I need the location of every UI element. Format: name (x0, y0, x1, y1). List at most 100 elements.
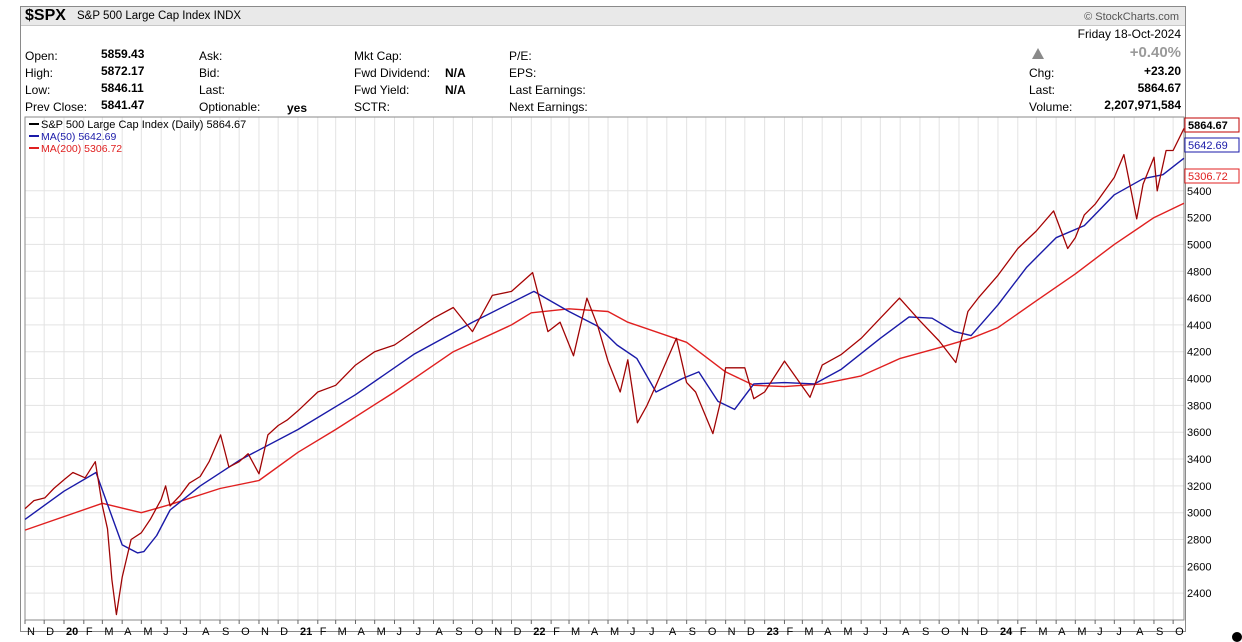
x-tick-label: M (843, 626, 852, 638)
x-tick-label: M (610, 626, 619, 638)
x-tick-label: D (747, 626, 755, 638)
x-tick-label: F (786, 626, 793, 638)
value-tag-ma50 (1184, 137, 1240, 153)
low-value: 5846.11 (101, 81, 144, 95)
x-tick-label: S (922, 626, 929, 638)
y-tick-label: 4400 (1187, 320, 1211, 332)
prev-close-value: 5841.47 (101, 98, 145, 112)
fwd-yield-label: Fwd Yield: (354, 83, 410, 97)
y-tick-label: 4800 (1187, 266, 1211, 278)
quote-date: Friday 18-Oct-2024 (1077, 27, 1181, 41)
x-tick-label: 20 (66, 626, 78, 638)
x-tick-label: F (553, 626, 560, 638)
x-tick-label: M (1038, 626, 1047, 638)
x-tick-label: J (649, 626, 655, 638)
x-tick-label: M (104, 626, 113, 638)
x-tick-label: O (941, 626, 950, 638)
grid (24, 116, 1185, 621)
y-tick-label: 4000 (1187, 374, 1211, 386)
x-tick-label: 21 (300, 626, 312, 638)
x-tick-label: S (455, 626, 462, 638)
last-value: 5864.67 (1137, 81, 1181, 95)
x-tick-label: F (1020, 626, 1027, 638)
low-label: Low: (25, 83, 51, 97)
series-ma200 (24, 202, 1185, 531)
fwd-dividend-value: N/A (445, 66, 466, 80)
x-tick-label: O (474, 626, 483, 638)
x-tick-label: A (1136, 626, 1144, 638)
x-tick-label: D (513, 626, 521, 638)
x-tick-label: J (396, 626, 402, 638)
x-tick-label: N (261, 626, 269, 638)
ask-label: Ask: (199, 49, 223, 63)
value-tag-ma200 (1184, 168, 1240, 184)
x-tick-label: O (241, 626, 250, 638)
x-tick-label: J (863, 626, 869, 638)
x-tick-label: O (1175, 626, 1184, 638)
ticker-symbol: $SPX (25, 7, 66, 24)
chart-title-bar: $SPX S&P 500 Large Cap Index INDX © Stoc… (21, 7, 1185, 26)
sctr-label: SCTR: (354, 100, 390, 114)
market-cap-label: Mkt Cap: (354, 49, 403, 63)
y-tick-label: 3800 (1187, 400, 1211, 412)
x-tick-label: M (804, 626, 813, 638)
x-tick-label: 22 (533, 626, 545, 638)
x-tick-label: J (163, 626, 169, 638)
x-tick-label: J (882, 626, 888, 638)
x-tick-label: D (980, 626, 988, 638)
exchange-label: INDX (213, 10, 242, 22)
value-tag-price (1184, 117, 1240, 133)
x-tick-label: S (1156, 626, 1163, 638)
y-tick-label: 4200 (1187, 347, 1211, 359)
x-tick-label: 23 (767, 626, 779, 638)
x-tick-label: A (202, 626, 210, 638)
series-price-detail (24, 128, 1185, 615)
optionable-value: yes (287, 101, 308, 115)
series-price (24, 128, 1185, 616)
chart-frame: $SPX S&P 500 Large Cap Index INDX © Stoc… (20, 6, 1186, 632)
x-tick-label: D (280, 626, 288, 638)
y-tick-label: 3600 (1187, 427, 1211, 439)
x-tick-label: N (961, 626, 969, 638)
legend-entry-ma50: MA(50) 5642.69 (41, 131, 116, 143)
fwd-yield-value: N/A (445, 83, 466, 97)
y-tick-label: 3400 (1187, 454, 1211, 466)
x-tick-label: A (591, 626, 599, 638)
open-label: Open: (25, 49, 58, 63)
x-tick-label: D (46, 626, 54, 638)
legend-entry-price: S&P 500 Large Cap Index (Daily) 5864.67 (41, 119, 246, 131)
x-tick-label: S (222, 626, 229, 638)
y-axis-labels: 2400 2600 2800 3000 3200 3400 3600 3800 4000 4200… (1187, 186, 1211, 600)
bid-label: Bid: (199, 66, 220, 80)
x-tick-label: O (708, 626, 717, 638)
x-tick-label: A (902, 626, 910, 638)
up-arrow-icon (1032, 48, 1044, 59)
fwd-dividend-label: Fwd Dividend: (354, 66, 431, 80)
x-tick-label: N (494, 626, 502, 638)
optionable-label: Optionable: (199, 100, 261, 114)
series-lines (24, 128, 1185, 616)
corner-dot (1232, 632, 1242, 642)
y-tick-label: 2600 (1187, 561, 1211, 573)
value-tag-text-price: 5864.67 (1188, 120, 1228, 132)
change-percent: +0.40% (1129, 44, 1181, 61)
x-tick-label: A (824, 626, 832, 638)
index-full-name: S&P 500 Large Cap Index (77, 10, 211, 22)
pe-label: P/E: (509, 49, 532, 63)
y-tick-label: 3200 (1187, 481, 1211, 493)
x-tick-label: S (689, 626, 696, 638)
next-earnings-label: Next Earnings: (509, 100, 588, 114)
x-tick-label: J (182, 626, 188, 638)
volume-value: 2,207,971,584 (1104, 98, 1181, 112)
x-tick-label: A (669, 626, 677, 638)
eps-label: EPS: (509, 66, 537, 80)
chg-label: Chg: (1029, 66, 1055, 80)
y-tick-label: 3000 (1187, 508, 1211, 520)
y-tick-label: 2400 (1187, 588, 1211, 600)
chg-value: +23.20 (1143, 64, 1181, 78)
high-label: High: (25, 66, 54, 80)
plot-border (24, 116, 1185, 621)
y-tick-label: 5400 (1187, 186, 1211, 198)
x-tick-label: M (377, 626, 386, 638)
